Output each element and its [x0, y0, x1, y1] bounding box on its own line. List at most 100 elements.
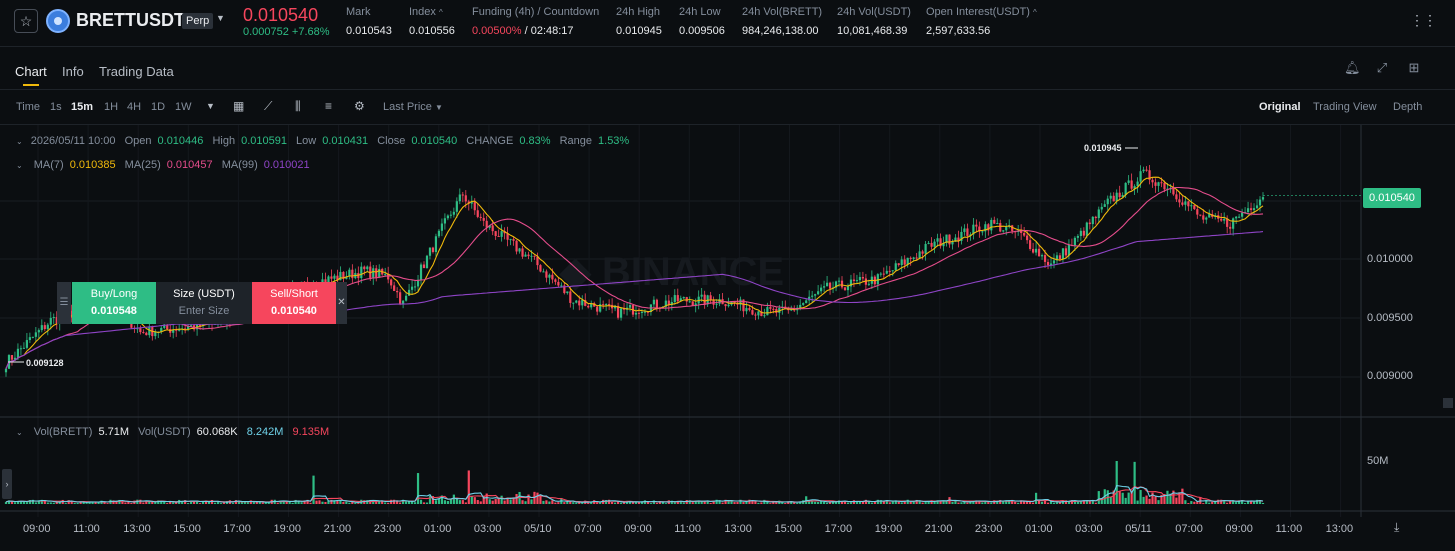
view-trading-view[interactable]: Trading View [1313, 101, 1377, 113]
volume-bar [873, 501, 876, 504]
candle-body [190, 325, 193, 327]
price-type-select[interactable]: Last Price ▼ [383, 101, 443, 113]
volume-bar [945, 501, 948, 504]
volume-bar [1175, 497, 1178, 504]
view-original[interactable]: Original [1259, 101, 1301, 113]
candle-body [434, 236, 438, 252]
candle-body [1055, 255, 1059, 261]
volume-bar [1169, 493, 1172, 504]
volume-bar [327, 500, 330, 504]
volume-bar [169, 501, 172, 504]
bell-icon[interactable]: 🔔︎ [1344, 60, 1361, 75]
symbol-name[interactable]: BRETTUSDT [76, 10, 185, 30]
volume-bar [721, 502, 724, 504]
volume-bar [769, 503, 772, 504]
volume-bar [1133, 461, 1136, 504]
candle-body [172, 329, 175, 333]
candle-body [739, 299, 742, 305]
candle-body [984, 224, 987, 232]
interval-1d[interactable]: 1D [151, 101, 166, 113]
candle-body [1079, 230, 1082, 236]
time-tick: 13:00 [1325, 523, 1354, 535]
volume-bar [796, 503, 799, 504]
candle-body [575, 300, 578, 303]
expand-icon[interactable]: ⤢ [1376, 60, 1388, 75]
time-tick: 15:00 [173, 523, 201, 535]
interval-1w[interactable]: 1W [175, 101, 192, 113]
size-input[interactable]: Size (USDT) Enter Size [156, 282, 252, 324]
candle-body [843, 287, 847, 291]
candle-body [1067, 244, 1071, 256]
candle-body [972, 224, 975, 235]
candle-body [778, 307, 781, 313]
candle-body [825, 282, 829, 287]
candle-body [148, 326, 151, 336]
scroll-left-button[interactable]: › [2, 469, 12, 499]
interval-15m[interactable]: 15m [71, 101, 94, 113]
view-depth[interactable]: Depth [1393, 101, 1423, 113]
tab-chart[interactable]: Chart [15, 64, 47, 79]
candle-body [407, 289, 411, 296]
fit-screen-icon[interactable]: ⤓ [1394, 520, 1400, 534]
close-icon[interactable]: ✕ [336, 282, 347, 324]
volume-bar [369, 499, 372, 504]
volume-bar [500, 495, 503, 504]
volume-bar [479, 501, 482, 504]
interval-1s[interactable]: 1s [50, 101, 62, 113]
time-tick: 17:00 [824, 523, 853, 535]
volume-bar [1181, 488, 1184, 504]
candle-body [1082, 230, 1085, 236]
scrollbar-handle[interactable] [1443, 398, 1453, 408]
candle-body [906, 257, 909, 265]
volume-bar [497, 498, 500, 504]
candle-body [754, 314, 757, 316]
candle-body [1037, 248, 1041, 257]
candle-body [867, 283, 870, 285]
drag-handle-icon[interactable]: ☰ [57, 282, 71, 324]
time-tick: 17:00 [223, 523, 251, 535]
candle-body [613, 305, 617, 309]
volume-bar [990, 502, 993, 504]
more-dots-icon[interactable]: ⋮⋮ [1410, 12, 1437, 28]
volume-bar [166, 503, 169, 504]
candle-body [709, 295, 712, 301]
volume-bar [1127, 492, 1130, 504]
volume-bar [963, 500, 966, 504]
favorite-star-icon[interactable]: ☆ [14, 9, 38, 33]
candle-body [195, 321, 199, 330]
tab-info[interactable]: Info [62, 64, 84, 79]
volume-bar [1112, 490, 1115, 504]
volume-bar [318, 500, 321, 504]
volume-bar [619, 502, 623, 504]
volume-bar [1049, 501, 1053, 504]
volume-bar [1031, 502, 1035, 504]
settings-sliders-icon[interactable]: ≡ [325, 99, 333, 113]
volume-bar [682, 502, 685, 504]
buy-long-button[interactable]: Buy/Long 0.010548 [72, 282, 156, 324]
indicator-icon[interactable]: ⟋ [264, 99, 273, 113]
chevron-down-icon: ▼ [434, 103, 443, 112]
gear-icon[interactable]: ⚙ [354, 99, 365, 113]
volume-bar [440, 495, 444, 504]
sell-short-button[interactable]: Sell/Short 0.010540 [252, 282, 336, 324]
volume-ma-line [5, 484, 1264, 503]
price-chart[interactable]: ◆ BINANCE [0, 125, 1455, 551]
interval-1h[interactable]: 1H [104, 101, 119, 113]
volume-bar [1124, 497, 1127, 504]
volume-bar [1070, 500, 1074, 504]
calendar-icon[interactable]: ▦ [233, 99, 245, 113]
volume-bar [966, 502, 969, 504]
tab-trading-data[interactable]: Trading Data [99, 64, 174, 79]
candle-body [727, 304, 730, 307]
candle-type-icon[interactable]: ⫼ [295, 99, 301, 113]
interval-4h[interactable]: 4H [127, 101, 142, 113]
volume-bar [1014, 501, 1017, 504]
layout-grid-icon[interactable]: ⊞ [1408, 60, 1420, 75]
volume-bar [828, 502, 832, 504]
candle-body [43, 325, 46, 330]
time-tick: 15:00 [774, 523, 803, 535]
volume-bar [712, 500, 715, 504]
volume-bar [676, 500, 679, 504]
interval-dropdown-icon[interactable]: ▼ [206, 101, 215, 111]
chevron-down-icon[interactable]: ▼ [216, 13, 225, 23]
